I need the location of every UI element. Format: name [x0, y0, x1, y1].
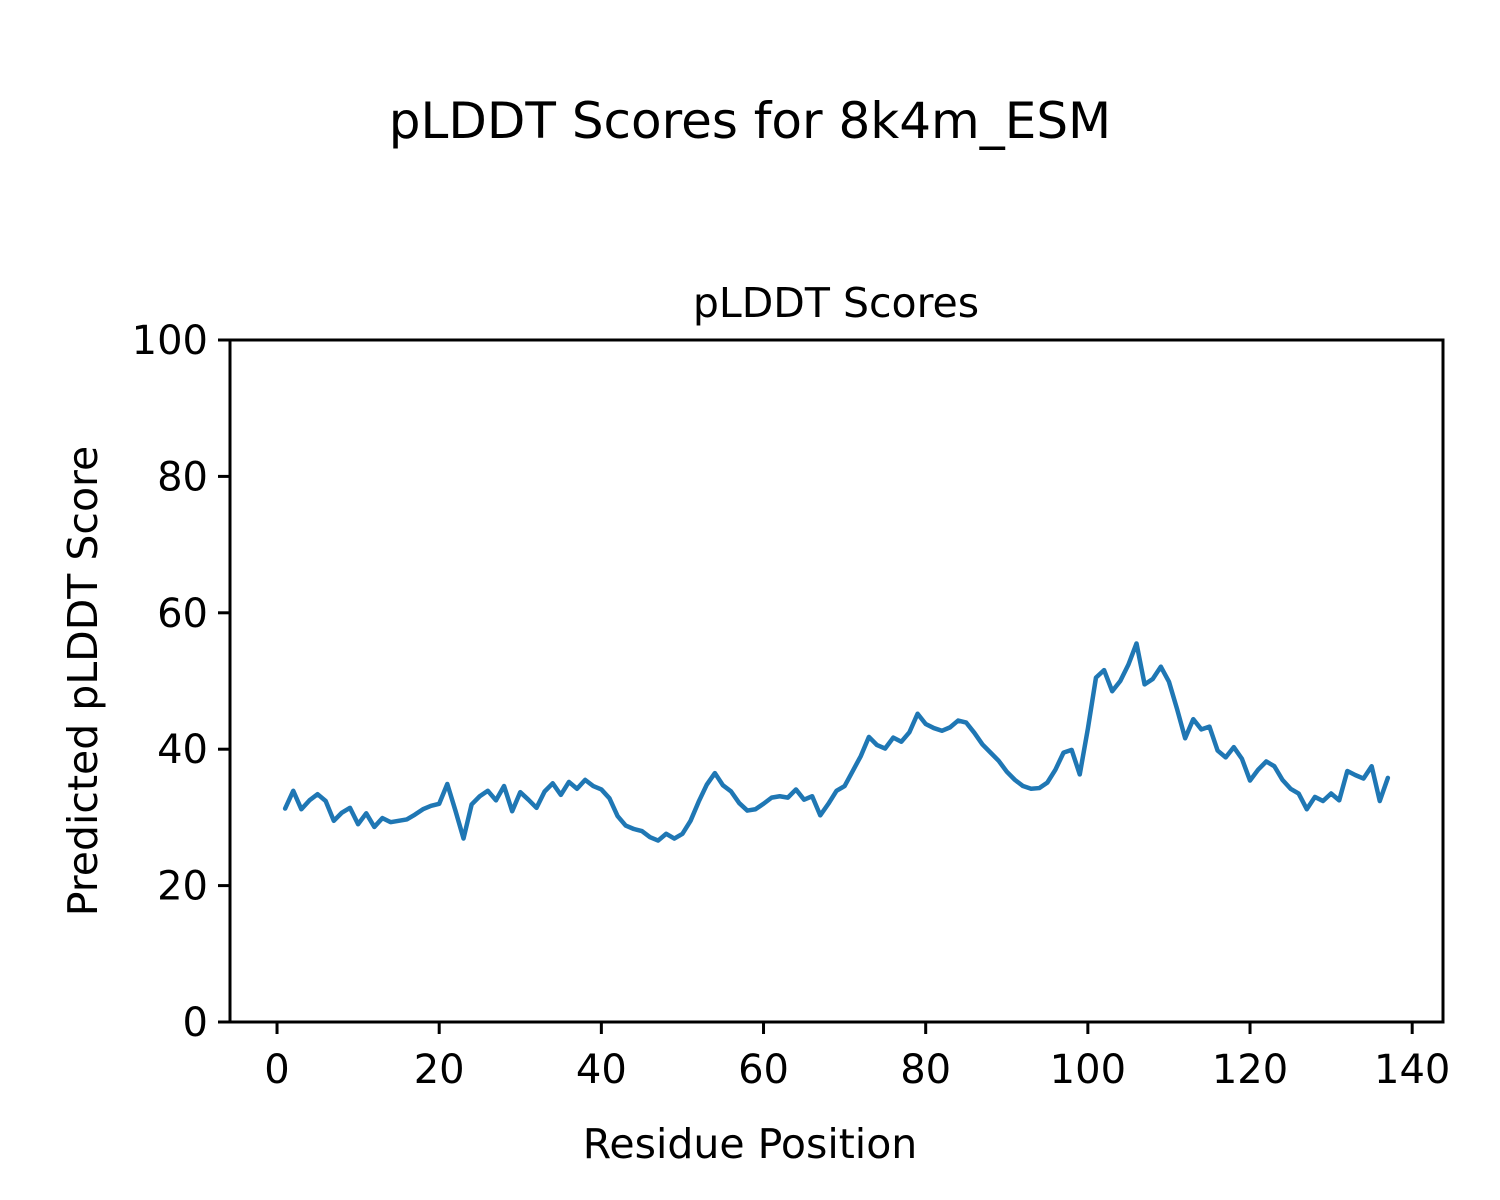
x-axis-label: Residue Position	[583, 1120, 918, 1168]
figure-title: pLDDT Scores for 8k4m_ESM	[389, 92, 1111, 150]
x-tick-label: 0	[264, 1047, 289, 1093]
x-tick-label: 80	[900, 1047, 951, 1093]
x-tick-label: 40	[576, 1047, 627, 1093]
y-axis-label: Predicted pLDDT Score	[59, 446, 107, 916]
x-axis-ticks: 0 20 40 60 80 100 120 140	[264, 1022, 1450, 1093]
y-tick-label: 100	[132, 318, 208, 364]
x-tick-label: 20	[414, 1047, 465, 1093]
y-tick-label: 20	[157, 864, 208, 910]
plddt-series-line	[282, 641, 1391, 843]
y-tick-label: 0	[183, 1000, 208, 1046]
axes-spines	[228, 338, 1445, 1024]
axes-title: pLDDT Scores	[693, 279, 979, 327]
x-tick-label: 120	[1212, 1047, 1288, 1093]
x-tick-label: 60	[738, 1047, 789, 1093]
x-tick-label: 100	[1050, 1047, 1126, 1093]
y-axis-ticks: 0 20 40 60 80 100	[132, 318, 230, 1046]
y-tick-label: 40	[157, 727, 208, 773]
y-tick-label: 80	[157, 454, 208, 500]
x-tick-label: 140	[1374, 1047, 1450, 1093]
y-tick-label: 60	[157, 591, 208, 637]
